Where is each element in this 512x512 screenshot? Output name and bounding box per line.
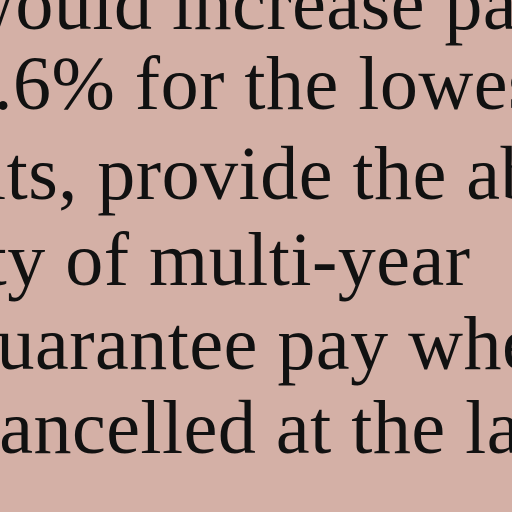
text-line-6: cancelled at the last [0,386,512,470]
text-line-4: ability of multi-year [0,218,471,302]
text-line-2: 4.6% for the lowest [0,42,512,126]
text-line-3: units, provide the ability [0,132,512,216]
text-line-5: guarantee pay when [0,302,512,386]
text-line-1: would increase pay [0,0,512,46]
